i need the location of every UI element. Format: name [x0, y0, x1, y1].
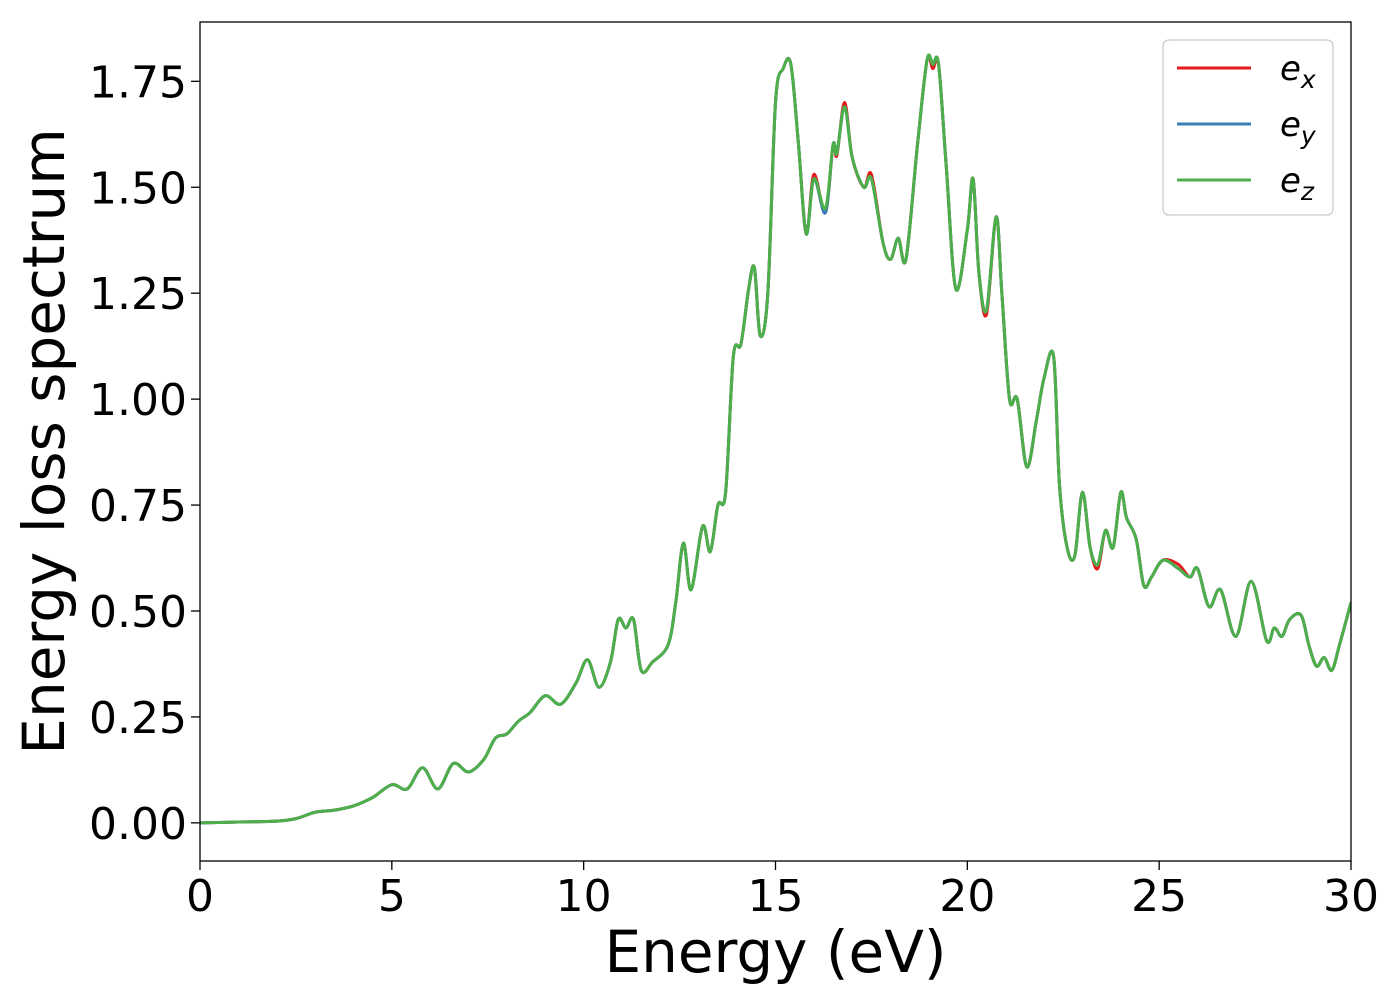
y-tick-label: 0.00: [89, 799, 187, 850]
x-tick-label: 5: [378, 871, 406, 922]
y-tick-label: 0.50: [89, 587, 187, 638]
y-axis-title: Energy loss spectrum: [10, 128, 78, 754]
x-tick-label: 25: [1131, 871, 1187, 922]
y-tick-label: 0.25: [89, 693, 187, 744]
y-tick-label: 1.00: [89, 375, 187, 426]
legend: ex ey ez: [1162, 39, 1334, 216]
y-axis: 0.00 0.25 0.50 0.75 1.00 1.25 1.50 1.75: [89, 57, 200, 850]
legend-box: [1162, 39, 1334, 216]
y-tick-label: 1.75: [89, 57, 187, 108]
x-tick-label: 15: [748, 871, 804, 922]
series-layer: [200, 53, 1351, 825]
x-tick-label: 30: [1323, 871, 1379, 922]
legend-label-x: ex: [1280, 49, 1316, 94]
x-axis-title: Energy (eV): [604, 918, 946, 986]
x-tick-label: 0: [186, 871, 214, 922]
x-tick-label: 20: [939, 871, 995, 922]
x-tick-label: 10: [556, 871, 612, 922]
x-axis: 0 5 10 15 20 25 30: [186, 861, 1379, 922]
legend-label-z: ez: [1280, 161, 1315, 206]
y-tick-label: 0.75: [89, 481, 187, 532]
legend-label-y: ey: [1280, 105, 1317, 150]
series-line-z: [200, 53, 1351, 825]
y-tick-label: 1.50: [89, 163, 187, 214]
y-tick-label: 1.25: [89, 269, 187, 320]
